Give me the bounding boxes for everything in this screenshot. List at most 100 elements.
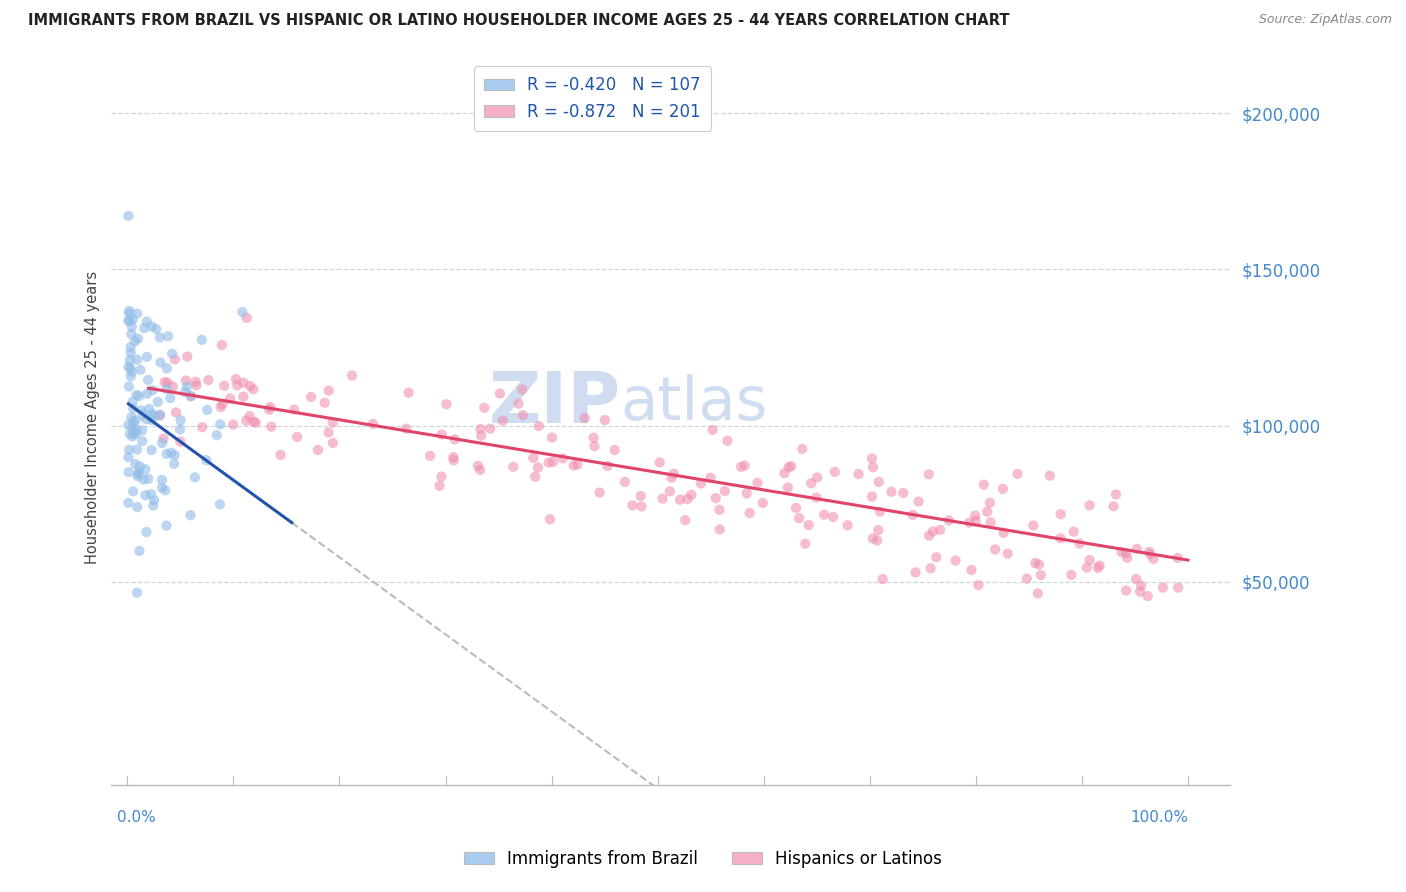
Point: [1115, 583, 1137, 598]
Point: [125, 413, 148, 427]
Point: [134, 321, 156, 335]
Text: Source: ZipAtlas.com: Source: ZipAtlas.com: [1258, 13, 1392, 27]
Point: [1026, 586, 1049, 600]
Point: [773, 466, 796, 480]
Point: [651, 491, 673, 506]
Point: [190, 333, 212, 347]
Point: [658, 484, 681, 499]
Point: [163, 352, 186, 367]
Point: [208, 497, 231, 511]
Point: [1049, 531, 1071, 545]
Point: [184, 375, 207, 389]
Point: [120, 361, 142, 376]
Point: [1129, 584, 1152, 599]
Point: [1137, 545, 1160, 559]
Point: [1024, 556, 1046, 570]
Point: [1022, 518, 1045, 533]
Point: [232, 390, 254, 404]
Point: [211, 397, 233, 411]
Point: [179, 508, 201, 523]
Point: [443, 453, 465, 467]
Point: [127, 352, 149, 367]
Point: [1167, 581, 1189, 595]
Point: [118, 353, 141, 368]
Point: [128, 466, 150, 480]
Point: [143, 409, 166, 423]
Point: [127, 307, 149, 321]
Point: [938, 513, 960, 527]
Point: [434, 397, 457, 411]
Point: [131, 434, 153, 449]
Point: [1039, 468, 1062, 483]
Point: [163, 457, 186, 471]
Point: [922, 524, 945, 539]
Point: [468, 463, 491, 477]
Point: [125, 442, 148, 457]
Point: [122, 484, 145, 499]
Point: [122, 415, 145, 429]
Point: [340, 368, 363, 383]
Point: [242, 382, 264, 396]
Point: [792, 442, 814, 456]
Point: [176, 350, 198, 364]
Point: [318, 425, 340, 440]
Point: [131, 403, 153, 417]
Point: [918, 467, 941, 482]
Point: [502, 459, 524, 474]
Text: ZIP: ZIP: [488, 368, 620, 438]
Point: [965, 508, 987, 523]
Point: [709, 502, 731, 516]
Point: [211, 338, 233, 352]
Point: [157, 329, 180, 343]
Point: [159, 391, 181, 405]
Point: [869, 505, 891, 519]
Point: [823, 510, 845, 524]
Point: [787, 511, 810, 525]
Point: [429, 479, 451, 493]
Point: [134, 488, 156, 502]
Point: [443, 433, 465, 447]
Point: [1060, 567, 1083, 582]
Point: [1015, 572, 1038, 586]
Point: [800, 476, 823, 491]
Point: [149, 409, 172, 423]
Point: [730, 459, 752, 474]
Point: [176, 379, 198, 393]
Point: [153, 375, 176, 389]
Point: [136, 373, 159, 387]
Point: [524, 469, 547, 483]
Point: [574, 411, 596, 425]
Legend: R = -0.420   N = 107, R = -0.872   N = 201: R = -0.420 N = 107, R = -0.872 N = 201: [474, 66, 711, 131]
Point: [1078, 499, 1101, 513]
Point: [1007, 467, 1029, 481]
Point: [976, 505, 998, 519]
Point: [150, 436, 173, 450]
Point: [1136, 589, 1159, 603]
Point: [973, 477, 995, 491]
Point: [205, 428, 228, 442]
Point: [778, 460, 800, 475]
Point: [716, 434, 738, 448]
Point: [231, 305, 253, 319]
Point: [813, 508, 835, 522]
Point: [160, 446, 183, 460]
Point: [965, 514, 987, 528]
Point: [118, 314, 141, 328]
Point: [127, 467, 149, 481]
Point: [1152, 581, 1174, 595]
Point: [527, 419, 550, 434]
Point: [219, 392, 242, 406]
Point: [997, 547, 1019, 561]
Point: [848, 467, 870, 482]
Point: [689, 476, 711, 491]
Point: [169, 413, 191, 427]
Point: [141, 413, 163, 427]
Point: [122, 425, 145, 440]
Point: [1125, 541, 1147, 556]
Point: [901, 508, 924, 522]
Point: [957, 516, 980, 530]
Point: [479, 422, 502, 436]
Point: [907, 494, 929, 508]
Point: [307, 442, 329, 457]
Point: [180, 389, 202, 403]
